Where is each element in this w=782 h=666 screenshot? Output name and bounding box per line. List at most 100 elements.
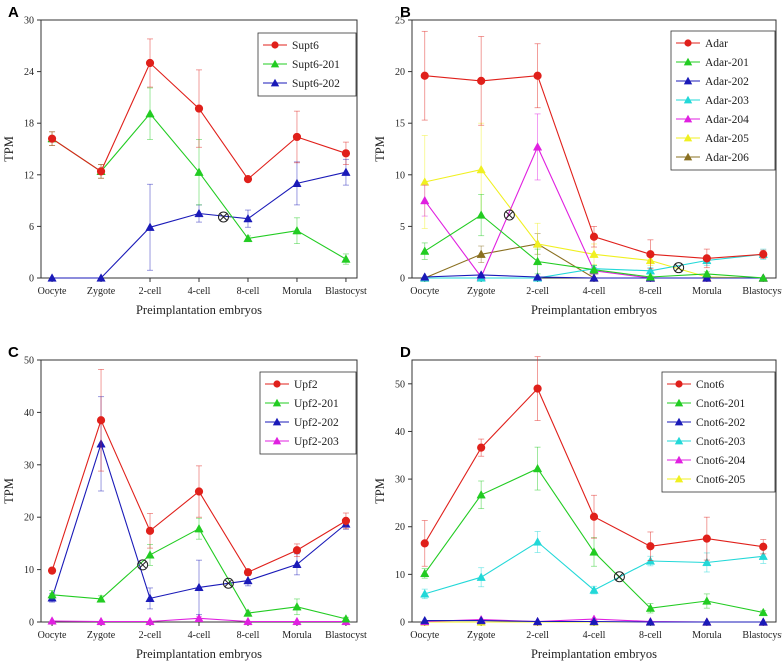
y-tick-label: 12 (24, 170, 34, 181)
data-point (532, 537, 543, 546)
data-point (194, 487, 204, 496)
x-tick-label: Zygote (87, 630, 116, 641)
y-tick-label: 40 (395, 427, 405, 438)
y-tick-label: 6 (29, 222, 34, 233)
data-point (145, 616, 155, 626)
data-point (420, 246, 430, 255)
data-point (476, 249, 486, 258)
x-tick-label: 2-cell (526, 630, 549, 641)
y-tick-label: 30 (395, 475, 405, 486)
x-tick-label: Blastocyst (325, 286, 367, 297)
data-point (243, 175, 253, 184)
legend-marker (273, 380, 281, 388)
legend-item: Upf2-202 (265, 417, 339, 429)
legend-marker (272, 436, 282, 445)
y-tick-label: 30 (24, 16, 34, 27)
data-point (589, 232, 599, 241)
data-point (702, 534, 711, 543)
legend-label: Cnot6 (696, 379, 724, 391)
y-axis-label: TPM (373, 478, 387, 504)
x-tick-label: Oocyte (38, 286, 67, 297)
y-tick-label: 20 (395, 522, 405, 533)
legend-label: Adar-204 (705, 114, 749, 126)
data-point (702, 557, 712, 567)
crossing-circle (613, 571, 625, 583)
x-axis-label: Preimplantation embryos (136, 647, 262, 661)
x-tick-label: Zygote (87, 286, 116, 297)
y-tick-label: 24 (24, 67, 34, 78)
data-point (420, 539, 429, 548)
data-point (145, 109, 155, 118)
crossing-x (674, 264, 683, 272)
legend-marker (683, 114, 693, 123)
data-point (145, 526, 155, 535)
crossing-circle (137, 559, 149, 571)
data-point (589, 265, 599, 274)
data-point (47, 616, 57, 625)
y-tick-label: 10 (395, 570, 405, 581)
data-point (532, 239, 543, 248)
data-point (243, 213, 253, 223)
crossing-x (224, 579, 233, 587)
data-point (96, 616, 106, 626)
legend-label: Adar-201 (705, 57, 749, 69)
y-axis-label: TPM (2, 478, 16, 504)
legend-marker (683, 133, 693, 142)
legend: Cnot6 Cnot6-201 Cnot6-202 Cnot6-203 Cnot6-20… (661, 371, 776, 493)
data-point (145, 58, 155, 68)
data-point (341, 614, 351, 623)
data-point (47, 590, 57, 599)
x-tick-label: 2-cell (139, 286, 162, 297)
data-point (702, 596, 712, 605)
data-point (341, 254, 351, 263)
legend-item: Supt6-202 (263, 78, 340, 90)
crossing-x (505, 211, 514, 219)
legend-label: Adar (705, 38, 728, 50)
x-tick-label: 8-cell (237, 286, 260, 297)
legend-marker (674, 455, 684, 464)
data-point (96, 273, 106, 282)
series-adar-201 (420, 194, 768, 282)
panel-letter: D (400, 344, 411, 361)
data-point (341, 149, 351, 158)
data-point (292, 602, 302, 611)
y-tick-label: 0 (29, 274, 34, 285)
legend-item: Cnot6-204 (667, 455, 745, 467)
legend-marker (675, 380, 683, 388)
y-tick-label: 40 (24, 408, 34, 419)
data-point (758, 273, 768, 282)
x-tick-label: Oocyte (410, 286, 439, 297)
y-tick-label: 5 (400, 222, 405, 233)
panel-d: D 0 10 20 30 40 50 Oocyte Zygote 2-cell 4-cell 8-ce… (373, 344, 782, 661)
data-point (145, 593, 155, 603)
x-tick-label: 8-cell (237, 630, 260, 641)
panel-letter: B (400, 4, 411, 21)
legend-marker (683, 76, 693, 85)
series-cnot6-201 (420, 446, 768, 617)
crossing-circle (222, 577, 234, 589)
crossing-x (615, 573, 624, 581)
y-tick-label: 0 (29, 618, 34, 629)
data-point (646, 250, 655, 259)
x-axis-label: Preimplantation embryos (136, 303, 262, 317)
data-point (292, 616, 302, 626)
legend-item: Adar-205 (676, 133, 749, 145)
data-point (477, 443, 486, 452)
legend-marker (683, 95, 693, 104)
legend-label: Cnot6-204 (696, 455, 745, 467)
legend-marker (270, 78, 280, 87)
data-point (420, 272, 430, 281)
data-point (702, 269, 712, 278)
legend-label: Supt6-202 (292, 78, 340, 90)
data-point (341, 167, 351, 176)
crossing-x (219, 213, 228, 221)
data-point (243, 568, 253, 577)
data-point (145, 222, 155, 231)
data-point (341, 516, 351, 525)
data-point (420, 615, 430, 625)
data-point (194, 524, 204, 533)
x-tick-label: Morula (282, 286, 312, 297)
legend-item: Cnot6-203 (667, 436, 745, 448)
x-tick-label: Morula (282, 630, 312, 641)
data-point (532, 142, 543, 151)
